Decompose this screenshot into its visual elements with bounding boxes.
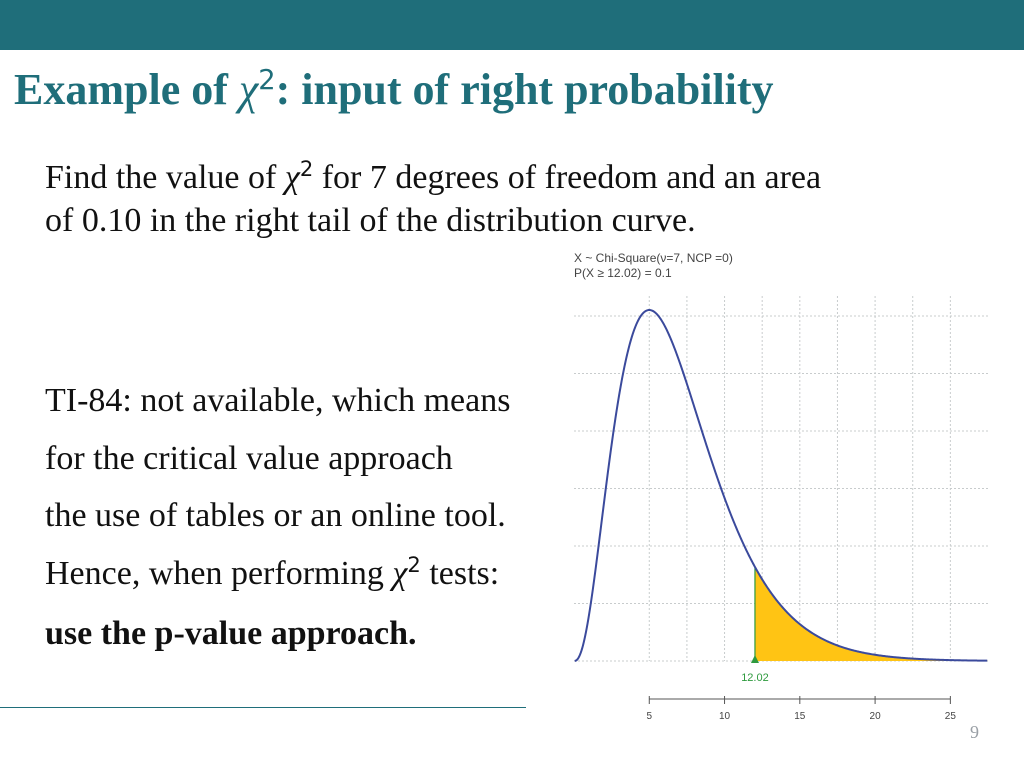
density-curve — [574, 308, 988, 662]
x-tick-label: 25 — [945, 711, 957, 722]
problem-statement: Find the value of χ2 for 7 degrees of fr… — [45, 156, 822, 241]
problem-line-2: of 0.10 in the right tail of the distrib… — [45, 202, 696, 239]
problem-text-before: Find the value of — [45, 159, 285, 196]
x-tick-label: 20 — [870, 711, 882, 722]
note-line: the use of tables or an online tool. — [45, 497, 506, 534]
x-tick-label: 5 — [646, 711, 652, 722]
chi-exponent: 2 — [299, 156, 314, 182]
chi-exponent: 2 — [407, 551, 421, 577]
x-tick-label: 15 — [794, 711, 806, 722]
note-conclusion: use the p-value approach. — [45, 615, 417, 652]
problem-text-after: for 7 degrees of freedom and an area — [313, 159, 822, 196]
chi-symbol: χ — [238, 65, 259, 114]
chart-title-line: X ~ Chi-Square(ν=7, NCP =0) — [574, 251, 733, 265]
chart-title-line: P(X ≥ 12.02) = 0.1 — [574, 266, 672, 280]
chi-square-chart: 12.02 5 10 15 20 25 X ~ Chi-Square(ν=7, NCP =0… — [526, 248, 1024, 728]
note-line: Hence, when performing χ2 tests: — [45, 545, 510, 606]
page-number: 9 — [970, 722, 979, 742]
chi-exponent: 2 — [258, 65, 276, 96]
critical-value-label: 12.02 — [741, 672, 769, 684]
footer-rule — [0, 707, 526, 708]
title-text-before: Example of — [14, 65, 239, 114]
note-line: for the critical value approach — [45, 439, 453, 477]
header-band — [0, 0, 1024, 50]
title-text-after: : input of right probability — [275, 65, 774, 114]
note-text-before: Hence, when performing — [45, 554, 393, 592]
note-line: TI-84: not available, which means — [45, 382, 511, 419]
right-tail-area — [754, 566, 988, 661]
note-text-after: tests: — [420, 554, 500, 592]
notes-list: TI-84: not available, which means for th… — [45, 372, 510, 663]
critical-value-marker — [750, 655, 759, 663]
x-tick-label: 10 — [719, 711, 731, 722]
slide-title: Example of χ2: input of right probabilit… — [14, 62, 774, 124]
chi-symbol: χ — [284, 159, 300, 196]
chi-symbol: χ — [392, 554, 408, 592]
chart-svg: 12.02 5 10 15 20 25 X ~ Chi-Square(ν=7, NCP =0… — [574, 251, 988, 722]
